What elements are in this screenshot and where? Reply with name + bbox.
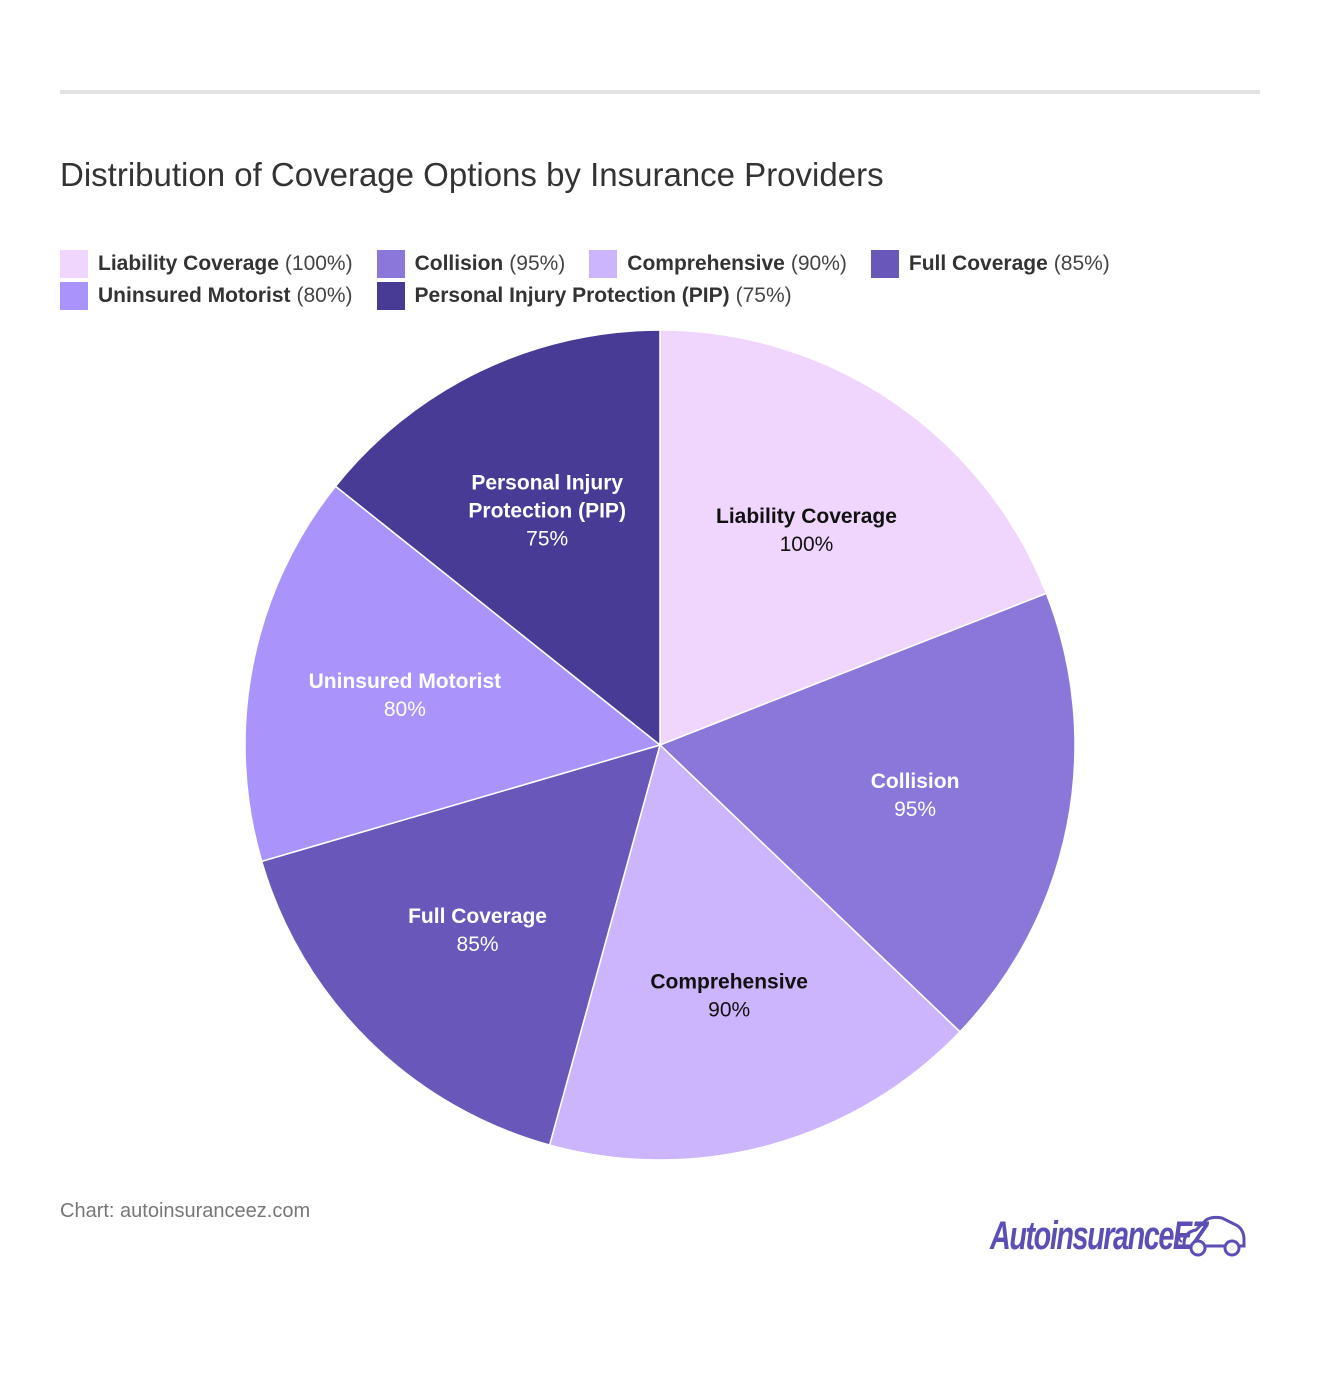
slice-label-comprehensive: Comprehensive 90% xyxy=(650,971,808,1022)
slice-label-full-coverage: Full Coverage 85% xyxy=(408,905,547,956)
legend-swatch xyxy=(60,282,88,310)
slice-label-name: Collision xyxy=(871,770,960,793)
pie-slice-liability-coverage[interactable] xyxy=(659,329,1048,747)
legend-item-full-coverage[interactable]: Full Coverage (85%) xyxy=(870,250,1110,278)
legend-label: Comprehensive xyxy=(627,252,785,275)
legend-item-liability-coverage[interactable]: Liability Coverage (100%) xyxy=(60,250,353,278)
pie-slice-comprehensive[interactable] xyxy=(548,743,962,1161)
chart-source: Chart: autoinsuranceez.com xyxy=(60,1200,311,1222)
legend-swatch xyxy=(589,250,618,278)
legend-swatch xyxy=(376,250,405,278)
slice-label-name: Liability Coverage xyxy=(716,505,897,528)
top-divider xyxy=(60,90,1260,94)
legend-value: (90%) xyxy=(790,252,847,275)
legend-item-collision[interactable]: Collision (95%) xyxy=(376,250,566,278)
legend-swatch xyxy=(870,250,899,278)
pie-slice-pip[interactable] xyxy=(334,329,661,747)
legend-row-2: Uninsured Motorist (80%) Personal Injury… xyxy=(60,280,1260,312)
slice-label-value: 95% xyxy=(894,798,936,821)
legend-swatch xyxy=(376,282,405,310)
legend-swatch xyxy=(60,250,88,278)
car-icon xyxy=(1178,1215,1246,1257)
slice-label-liability-coverage: Liability Coverage 100% xyxy=(716,505,897,556)
logo-wordmark: AutoinsuranceEZ xyxy=(990,1213,1208,1258)
slice-label-uninsured-motorist: Uninsured Motorist 80% xyxy=(309,670,502,721)
legend-item-comprehensive[interactable]: Comprehensive (90%) xyxy=(589,250,847,278)
slice-label-value: 85% xyxy=(457,933,499,956)
slice-label-name: Protection (PIP) xyxy=(468,500,626,523)
legend-value: (100%) xyxy=(284,252,353,275)
legend-value: (85%) xyxy=(1053,252,1110,275)
slice-label-name: Personal Injury xyxy=(471,472,623,495)
legend-item-pip[interactable]: Personal Injury Protection (PIP) (75%) xyxy=(376,282,792,310)
slice-label-value: 90% xyxy=(708,999,750,1022)
slice-label-pip: Personal Injury Protection (PIP) 75% xyxy=(468,472,626,551)
legend-label: Collision xyxy=(414,252,504,275)
legend-item-uninsured-motorist[interactable]: Uninsured Motorist (80%) xyxy=(60,282,353,310)
slice-label-value: 75% xyxy=(526,528,568,551)
legend-value: (80%) xyxy=(296,284,353,307)
brand-logo: AutoinsuranceEZ xyxy=(990,1204,1250,1268)
chart-legend: Liability Coverage (100%) Collision (95%… xyxy=(60,248,1260,312)
slice-label-value: 100% xyxy=(780,533,834,556)
legend-label: Full Coverage xyxy=(908,252,1048,275)
chart-title: Distribution of Coverage Options by Insu… xyxy=(60,156,884,193)
legend-value: (75%) xyxy=(735,284,792,307)
legend-label: Personal Injury Protection (PIP) xyxy=(414,284,730,307)
slice-label-name: Comprehensive xyxy=(650,971,808,994)
slice-label-value: 80% xyxy=(384,698,426,721)
slice-label-name: Uninsured Motorist xyxy=(309,670,502,693)
legend-label: Uninsured Motorist xyxy=(98,284,291,307)
legend-label: Liability Coverage xyxy=(98,252,279,275)
slice-label-collision: Collision 95% xyxy=(871,770,960,821)
pie-slice-collision[interactable] xyxy=(658,592,1076,1033)
legend-row-1: Liability Coverage (100%) Collision (95%… xyxy=(60,248,1260,280)
slice-label-name: Full Coverage xyxy=(408,905,547,928)
legend-value: (95%) xyxy=(509,252,566,275)
pie-slice-full-coverage[interactable] xyxy=(260,743,662,1146)
pie-slice-uninsured-motorist[interactable] xyxy=(244,485,662,863)
